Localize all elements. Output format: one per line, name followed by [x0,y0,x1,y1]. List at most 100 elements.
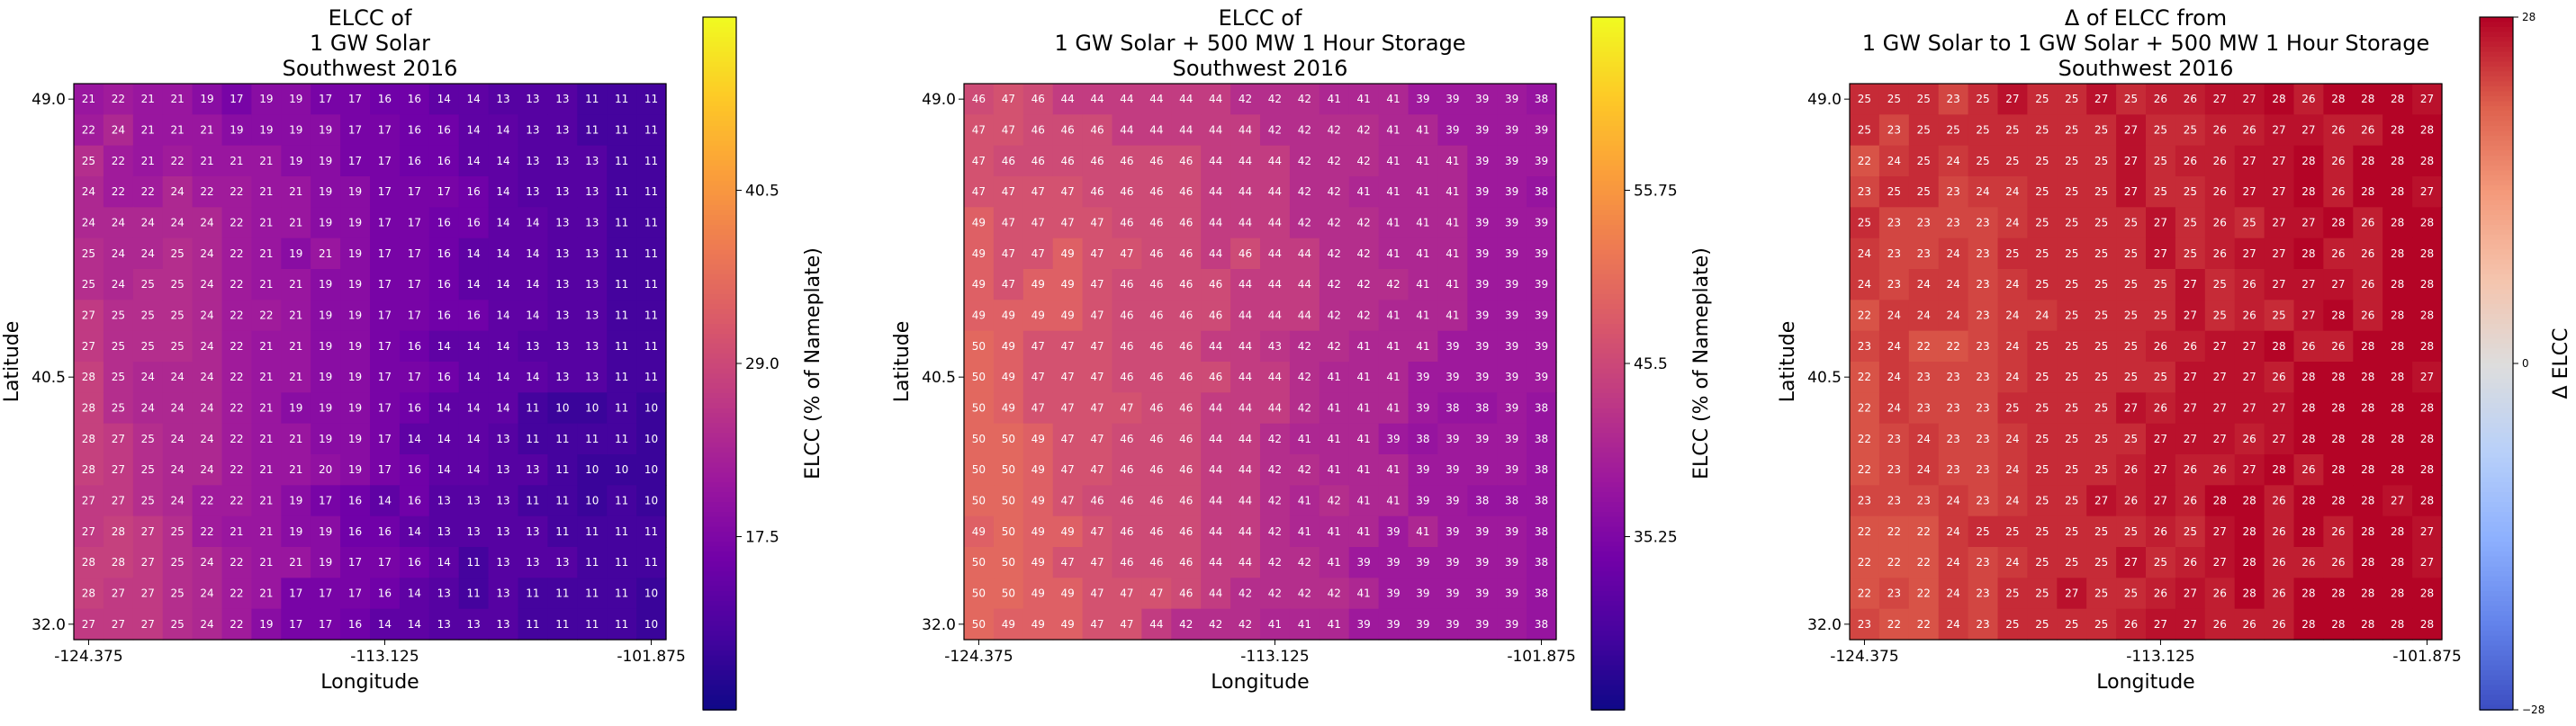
colorbar-segment [2480,57,2513,63]
heatmap-cell [1171,578,1202,610]
colorbar-segment [703,482,736,488]
cell-value-label: 25 [2035,495,2049,507]
cell-value-label: 13 [585,217,599,229]
cell-value-label: 11 [585,618,599,631]
heatmap-cell [2116,547,2147,578]
cell-value-label: 24 [82,185,95,198]
heatmap-cell [2412,145,2443,177]
heatmap-cell [192,547,223,578]
heatmap-cell [132,392,164,425]
cell-value-label: 25 [2094,402,2108,415]
heatmap-cell [1497,392,1527,425]
cell-value-label: 46 [1179,463,1193,476]
heatmap-cell [1997,330,2028,363]
cell-value-label: 28 [2331,371,2345,383]
heatmap-cell [2412,454,2443,486]
heatmap-cell [2027,608,2058,641]
heatmap-cell [2175,300,2206,332]
heatmap-cell [607,330,637,363]
cell-value-label: 49 [1061,247,1075,260]
colorbar-segment [1591,358,1625,364]
colorbar-segment [703,393,736,399]
cell-value-label: 22 [82,124,95,137]
cell-value-label: 23 [1887,278,1901,291]
heatmap-cell [2086,300,2117,332]
heatmap-cell [2057,207,2087,239]
cell-value-label: 46 [1061,155,1075,167]
cell-value-label: 19 [259,618,273,631]
cell-value-label: 17 [437,185,451,198]
cell-value-label: 13 [555,340,569,353]
heatmap-cell [458,423,490,455]
heatmap-cell [2116,84,2147,115]
cell-value-label: 27 [82,309,95,322]
heatmap-cell [2146,207,2176,239]
cell-value-label: 21 [259,217,273,229]
cell-value-label: 17 [348,155,362,167]
cell-value-label: 49 [1031,309,1045,322]
heatmap-cell [428,238,460,270]
heatmap-cell [2382,176,2413,208]
cell-value-label: 44 [1209,463,1222,476]
cell-value-label: 42 [1298,124,1311,137]
heatmap-cell [1112,485,1142,517]
colorbar-segment [2480,398,2513,404]
cell-value-label: 25 [112,402,125,415]
cell-value-label: 28 [2420,618,2434,631]
heatmap-cell [370,362,401,393]
heatmap-cell [1289,207,1320,239]
heatmap-cell [1968,145,1999,177]
colorbar-segment [1591,284,1625,291]
cell-value-label: 47 [1090,433,1103,445]
heatmap-cell [636,392,667,425]
heatmap-cell [1260,515,1291,548]
colorbar-segment [703,621,736,627]
cell-value-label: 41 [1386,495,1400,507]
cell-value-label: 25 [2094,525,2108,538]
heatmap-cell [1022,392,1054,425]
heatmap-cell [1467,176,1498,208]
colorbar-segment [1591,170,1625,176]
colorbar-segment [1591,655,1625,661]
cell-value-label: 39 [1446,124,1459,137]
cell-value-label: 44 [1238,124,1252,137]
cell-value-label: 25 [2213,278,2227,291]
heatmap-cell [2086,145,2117,177]
cell-value-label: 24 [200,587,213,600]
heatmap-cell [1467,454,1498,486]
cell-value-label: 27 [82,495,95,507]
cell-value-label: 23 [1887,587,1901,600]
heatmap-cell [2057,423,2087,455]
heatmap-cell [370,330,401,363]
colorbar-segment [1591,318,1625,325]
colorbar: 280−28Δ ELCC [2479,11,2572,716]
colorbar-segment [703,299,736,305]
heatmap-cell [1022,485,1054,517]
heatmap-cell [1378,330,1410,363]
colorbar-segment [703,408,736,414]
heatmap-cell [1467,392,1498,425]
cell-value-label: 11 [467,587,481,600]
heatmap-cell [281,485,311,517]
cell-value-label: 44 [1149,618,1163,631]
heatmap-cell [1850,114,1880,147]
cell-value-label: 28 [2391,340,2404,353]
colorbar-segment [703,532,736,538]
heatmap-cell [518,515,548,548]
colorbar-segment [703,96,736,103]
heatmap-cell [1850,423,1880,455]
cell-value-label: 47 [1061,433,1075,445]
cell-value-label: 23 [1947,433,1960,445]
cell-value-label: 11 [585,433,599,445]
heatmap-cell [1378,176,1410,208]
heatmap-cell [281,238,311,270]
cell-value-label: 27 [2301,124,2315,137]
heatmap-cell [1141,454,1172,486]
heatmap-cell [251,578,282,610]
heatmap-cell [2412,608,2443,641]
heatmap-cell [74,176,104,208]
heatmap-cell [2293,547,2324,578]
cell-value-label: 44 [1268,217,1282,229]
cell-value-label: 22 [112,155,125,167]
cell-value-label: 25 [2065,247,2078,260]
